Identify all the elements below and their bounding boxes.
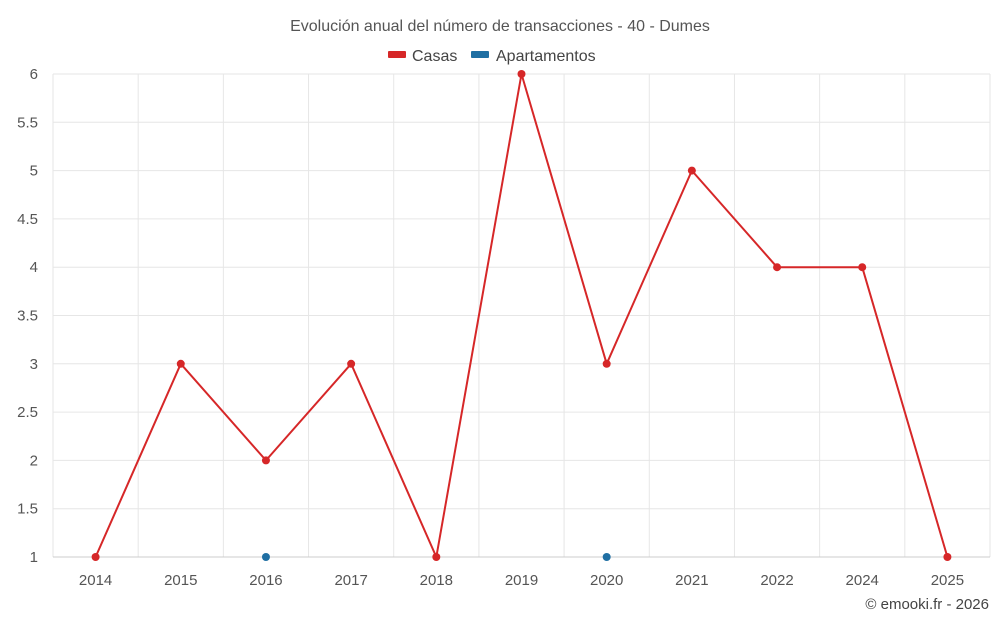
series-layer: [91, 70, 952, 561]
data-point-casas[interactable]: [91, 553, 100, 561]
data-point-casas[interactable]: [261, 456, 270, 465]
data-point-casas[interactable]: [347, 359, 356, 368]
data-point-apartamentos[interactable]: [261, 553, 270, 561]
x-axis: 2014 2015 2016 2017 2018 2019 2020 2021 2022 2024…: [53, 556, 990, 589]
x-tick-label: 2015: [164, 572, 197, 589]
legend-label-casas: Casas: [412, 48, 457, 65]
legend-item-apartamentos[interactable]: Apartamentos: [471, 48, 596, 65]
legend-swatch-apartamentos: [471, 51, 489, 58]
data-point-casas[interactable]: [687, 166, 696, 175]
y-tick-label: 1: [30, 549, 38, 566]
series-casas: [91, 70, 952, 561]
y-tick-label: 5.5: [17, 114, 38, 131]
y-tick-label: 4: [30, 259, 38, 276]
y-tick-label: 1.5: [17, 501, 38, 518]
x-tick-label: 2014: [79, 572, 112, 589]
credit: © emooki.fr - 2026: [865, 596, 989, 613]
chart-title: Evolución anual del número de transaccio…: [290, 18, 710, 35]
y-tick-label: 5: [30, 163, 38, 180]
x-tick-label: 2017: [334, 572, 367, 589]
y-tick-label: 3: [30, 356, 38, 373]
legend-swatch-casas: [388, 51, 406, 58]
data-point-casas[interactable]: [858, 263, 867, 272]
y-tick-label: 2: [30, 452, 38, 469]
x-tick-label: 2019: [505, 572, 538, 589]
data-point-casas[interactable]: [176, 359, 185, 368]
x-tick-label: 2025: [931, 572, 964, 589]
x-tick-label: 2024: [846, 572, 879, 589]
y-tick-label: 6: [30, 66, 38, 83]
grid: [52, 73, 991, 557]
legend-item-casas[interactable]: Casas: [388, 48, 457, 65]
data-point-casas[interactable]: [773, 263, 782, 272]
x-tick-label: 2022: [760, 572, 793, 589]
data-point-casas[interactable]: [602, 359, 611, 368]
y-tick-label: 4.5: [17, 211, 38, 228]
data-point-casas[interactable]: [943, 553, 952, 561]
y-tick-label: 3.5: [17, 308, 38, 325]
legend: Casas Apartamentos: [388, 48, 596, 65]
data-point-apartamentos[interactable]: [602, 553, 611, 561]
x-tick-label: 2018: [420, 572, 453, 589]
x-tick-label: 2016: [249, 572, 282, 589]
data-point-casas[interactable]: [517, 70, 526, 78]
y-tick-label: 2.5: [17, 404, 38, 421]
series-apartamentos: [261, 553, 611, 561]
x-tick-label: 2020: [590, 572, 623, 589]
y-axis: 1 1.5 2 2.5 3 3.5 4 4.5 5 5.5 6: [17, 66, 38, 566]
data-point-casas[interactable]: [432, 553, 441, 561]
legend-label-apartamentos: Apartamentos: [496, 48, 596, 65]
x-tick-label: 2021: [675, 572, 708, 589]
